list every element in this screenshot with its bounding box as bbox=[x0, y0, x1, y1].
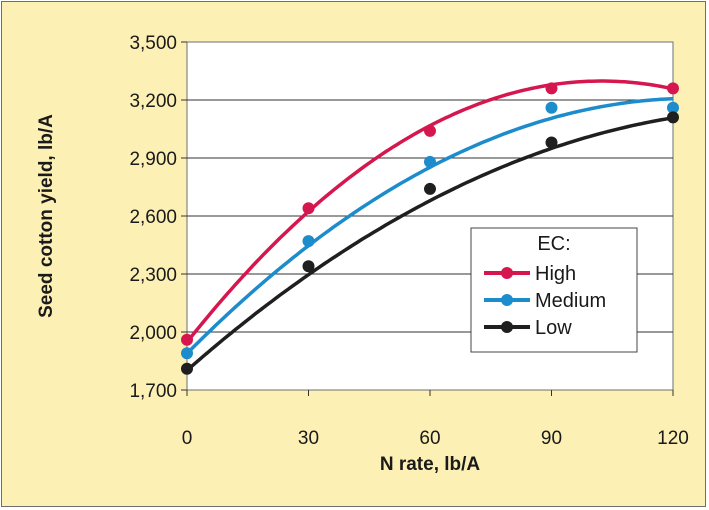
y-tick-label: 2,600 bbox=[129, 207, 177, 228]
point-high bbox=[545, 82, 558, 95]
point-low bbox=[424, 182, 436, 195]
point-medium bbox=[302, 235, 315, 248]
y-tick-labels: 1,700 2,000 2,300 2,600 2,900 3,200 3,500 bbox=[129, 33, 187, 402]
legend-title: EC: bbox=[537, 233, 570, 255]
legend-marker-low bbox=[501, 321, 513, 333]
y-axis-title: Seed cotton yield, lb/A bbox=[36, 114, 57, 318]
y-tick-label: 3,200 bbox=[129, 91, 177, 112]
point-medium bbox=[181, 347, 193, 360]
point-high bbox=[424, 124, 436, 137]
legend-label-medium: Medium bbox=[535, 290, 606, 312]
point-low bbox=[302, 260, 315, 273]
x-axis-title: N rate, lb/A bbox=[380, 454, 481, 475]
point-high bbox=[302, 202, 315, 215]
point-medium bbox=[667, 101, 679, 114]
legend-marker-high bbox=[501, 267, 513, 279]
x-tick-label: 90 bbox=[541, 428, 562, 449]
legend-marker-medium bbox=[501, 294, 513, 306]
x-tick-label: 60 bbox=[419, 428, 440, 449]
curve-low bbox=[185, 116, 674, 372]
legend-label-low: Low bbox=[535, 317, 572, 339]
y-tick-label: 2,300 bbox=[129, 265, 177, 286]
x-tick-label: 30 bbox=[298, 428, 319, 449]
grid-lines bbox=[187, 99, 673, 333]
point-low bbox=[181, 362, 193, 375]
y-tick-label: 3,500 bbox=[129, 33, 177, 54]
y-tick-label: 1,700 bbox=[129, 381, 177, 402]
point-medium bbox=[545, 101, 558, 114]
legend-label-high: High bbox=[535, 263, 576, 285]
x-tick-label: 0 bbox=[182, 428, 193, 449]
x-tick-label: 120 bbox=[657, 428, 689, 449]
legend-box bbox=[470, 227, 638, 353]
point-medium bbox=[424, 155, 436, 168]
y-tick-label: 2,000 bbox=[129, 323, 177, 344]
legend: EC: High Medium Low bbox=[470, 227, 638, 353]
point-high bbox=[667, 82, 679, 95]
y-tick-label: 2,900 bbox=[129, 149, 177, 170]
point-low bbox=[667, 111, 679, 124]
series-points bbox=[181, 82, 679, 375]
point-high bbox=[181, 333, 193, 346]
x-tick-labels: 0 30 60 90 120 bbox=[182, 390, 689, 449]
point-low bbox=[545, 136, 558, 149]
